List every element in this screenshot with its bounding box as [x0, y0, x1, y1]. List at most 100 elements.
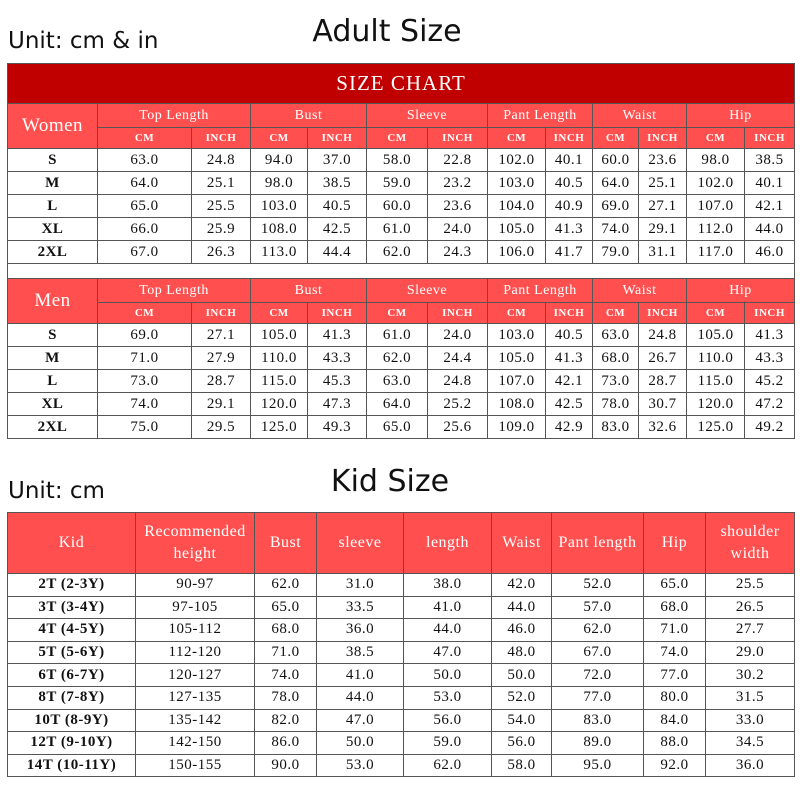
size-value: 41.3 [743, 323, 796, 347]
unit-cm-header: CM [686, 127, 745, 149]
size-value: 42.1 [743, 194, 796, 218]
size-value: 42.5 [545, 392, 593, 416]
size-value: 36.0 [316, 618, 404, 642]
measurement-header: Hip [685, 278, 796, 303]
size-label: L [7, 369, 98, 393]
size-value: 77.0 [551, 685, 644, 710]
size-value: 41.0 [403, 595, 492, 620]
size-label: 10T (8-9Y) [7, 708, 136, 733]
size-value: 105.0 [250, 323, 308, 347]
size-value: 103.0 [487, 171, 546, 195]
size-value: 63.0 [592, 323, 639, 347]
size-value: 66.0 [97, 217, 192, 241]
measurement-header: Pant Length [487, 103, 593, 128]
unit-inch-header: INCH [545, 302, 593, 324]
table-row: XL 66.0 25.9 108.0 42.5 61.0 24.0 105.0 41.3 74.0… [7, 217, 796, 241]
measurement-header: Sleeve [366, 103, 488, 128]
size-value: 38.5 [743, 148, 796, 172]
size-label: 6T (6-7Y) [7, 663, 136, 687]
size-value: 26.5 [705, 595, 795, 620]
size-value: 71.0 [97, 346, 192, 370]
size-value: 74.0 [643, 640, 706, 665]
size-value: 49.2 [743, 415, 796, 439]
size-value: 62.0 [366, 346, 428, 370]
size-label: 14T (10-11Y) [7, 753, 136, 778]
size-label: 3T (3-4Y) [7, 595, 136, 620]
size-label: 5T (5-6Y) [7, 640, 136, 665]
measurement-header: Top Length [97, 103, 251, 128]
size-value: 41.3 [307, 323, 367, 347]
adult-size-title: Adult Size [312, 14, 462, 49]
measurement-header: Bust [250, 278, 367, 303]
group-label: Women [7, 103, 98, 149]
size-value: 117.0 [686, 240, 745, 264]
size-value: 65.0 [643, 573, 706, 597]
size-value: 40.5 [307, 194, 367, 218]
size-value: 40.9 [545, 194, 593, 218]
size-value: 95.0 [551, 753, 644, 778]
size-label: 2XL [7, 415, 98, 439]
table-row: L 73.0 28.7 115.0 45.3 63.0 24.8 107.0 42.1 73.0 2… [7, 369, 796, 393]
adult-unit-label: Unit: cm & in [8, 28, 159, 54]
size-value: 45.2 [743, 369, 796, 393]
size-value: 47.0 [316, 708, 404, 733]
size-value: 71.0 [643, 618, 706, 642]
size-value: 28.7 [191, 369, 251, 393]
size-value: 150-155 [135, 753, 255, 778]
size-value: 25.9 [191, 217, 251, 241]
size-label: S [7, 323, 98, 347]
size-value: 41.0 [316, 663, 404, 687]
size-value: 62.0 [366, 240, 428, 264]
size-value: 25.6 [427, 415, 488, 439]
unit-inch-header: INCH [427, 302, 488, 324]
size-value: 28.7 [638, 369, 687, 393]
size-value: 115.0 [686, 369, 745, 393]
size-value: 59.0 [403, 731, 492, 755]
group-header-row: Women Top Length Bust Sleeve Pant Length Wais… [7, 103, 796, 149]
size-value: 47.0 [403, 640, 492, 665]
table-row: S 63.0 24.8 94.0 37.0 58.0 22.8 102.0 40.1 60.0 23… [7, 148, 796, 172]
size-value: 80.0 [643, 685, 706, 710]
size-label: 2T (2-3Y) [7, 573, 136, 597]
size-label: XL [7, 392, 98, 416]
size-value: 40.5 [545, 171, 593, 195]
size-label: L [7, 194, 98, 218]
size-value: 24.8 [638, 323, 687, 347]
unit-inch-header: INCH [307, 127, 367, 149]
size-value: 32.6 [638, 415, 687, 439]
size-label: S [7, 148, 98, 172]
size-value: 24.3 [427, 240, 488, 264]
size-value: 25.1 [191, 171, 251, 195]
column-header: Pant length [551, 512, 644, 574]
unit-inch-header: INCH [307, 302, 367, 324]
size-value: 38.0 [403, 573, 492, 597]
size-value: 46.0 [491, 618, 552, 642]
size-value: 69.0 [592, 194, 639, 218]
size-value: 83.0 [592, 415, 639, 439]
size-chart-title-row: SIZE CHART [6, 63, 796, 104]
size-value: 31.0 [316, 573, 404, 597]
table-row: M 71.0 27.9 110.0 43.3 62.0 24.4 105.0 41.3 68.0 2… [7, 346, 796, 370]
size-value: 112-120 [135, 640, 255, 665]
unit-inch-header: INCH [545, 127, 593, 149]
size-label: 8T (7-8Y) [7, 685, 136, 710]
measurement-header: Pant Length [487, 278, 593, 303]
size-value: 113.0 [250, 240, 308, 264]
size-value: 47.2 [743, 392, 796, 416]
size-value: 79.0 [592, 240, 639, 264]
unit-cm-header: CM [366, 302, 428, 324]
size-value: 71.0 [254, 640, 317, 665]
size-value: 25.5 [191, 194, 251, 218]
size-value: 48.0 [491, 640, 552, 665]
size-value: 120-127 [135, 663, 255, 687]
unit-inch-header: INCH [638, 127, 687, 149]
unit-cm-header: CM [250, 127, 308, 149]
size-value: 33.5 [316, 595, 404, 620]
size-label: M [7, 171, 98, 195]
size-value: 74.0 [592, 217, 639, 241]
size-value: 37.0 [307, 148, 367, 172]
size-value: 27.1 [638, 194, 687, 218]
group-header-row: Men Top Length Bust Sleeve Pant Length Waist H… [7, 278, 796, 324]
size-value: 104.0 [487, 194, 546, 218]
size-value: 67.0 [97, 240, 192, 264]
